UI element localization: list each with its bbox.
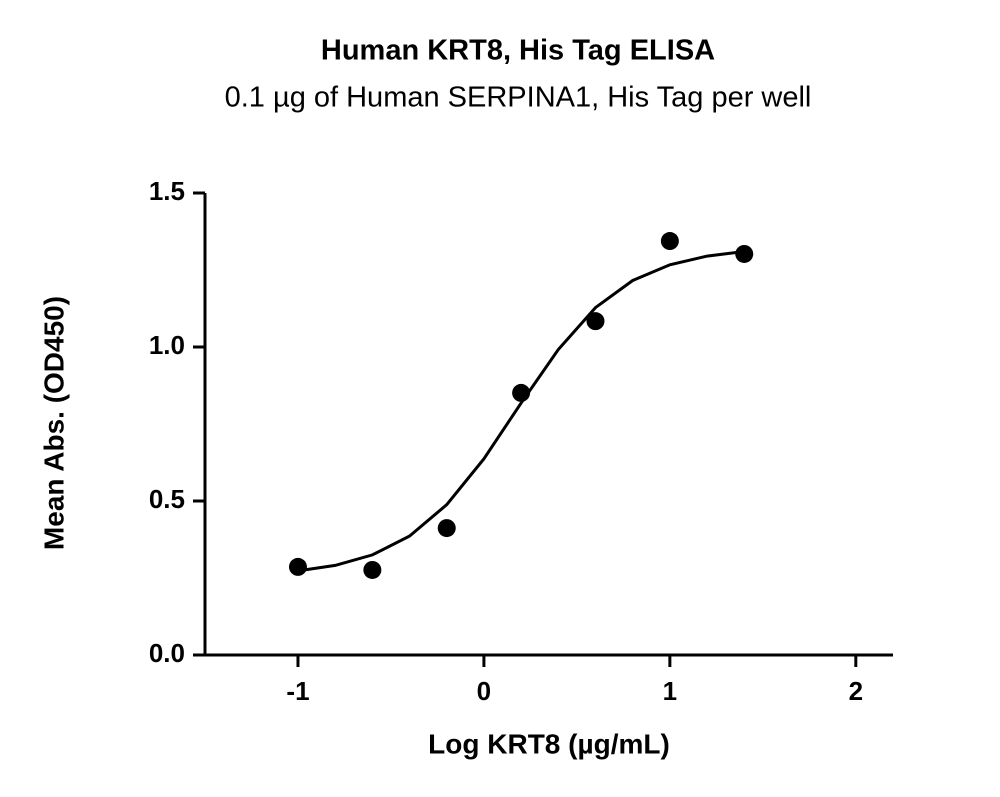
data-point	[363, 560, 382, 579]
y-tick-label: 0.0	[149, 638, 185, 668]
y-tick-label: 0.5	[149, 484, 185, 514]
data-point	[512, 383, 531, 402]
x-tick-label: 2	[849, 676, 863, 706]
data-point	[735, 244, 754, 263]
data-point	[437, 519, 456, 538]
data-point	[586, 312, 605, 331]
fit-curve	[297, 250, 745, 573]
chart-title: Human KRT8, His Tag ELISA	[321, 35, 715, 67]
x-tick-label: 1	[663, 676, 677, 706]
chart-subtitle: 0.1 µg of Human SERPINA1, His Tag per we…	[225, 82, 812, 114]
data-point	[288, 557, 307, 576]
x-tick-label: 0	[477, 676, 491, 706]
y-tick-label: 1.5	[149, 176, 185, 206]
x-axis-label: Log KRT8 (µg/mL)	[428, 728, 670, 759]
y-axis-label: Mean Abs. (OD450)	[38, 296, 69, 550]
data-point	[660, 232, 679, 251]
y-tick-label: 1.0	[149, 330, 185, 360]
x-tick-label: -1	[286, 676, 309, 706]
